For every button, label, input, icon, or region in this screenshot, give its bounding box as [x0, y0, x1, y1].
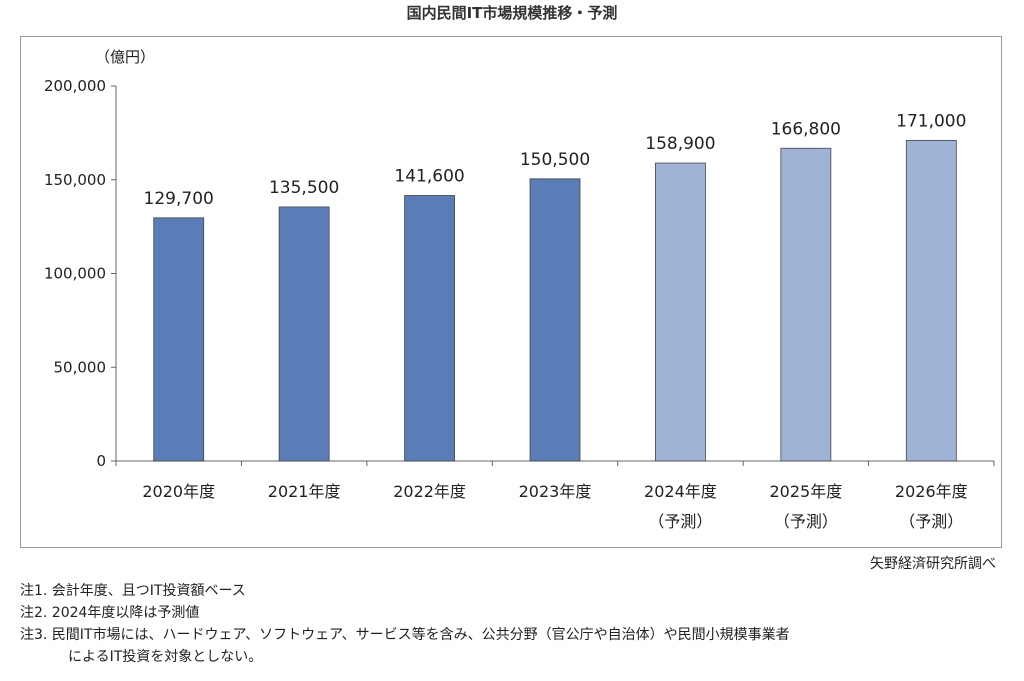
bar [905, 139, 957, 462]
x-tick-label: 2021年度 [268, 482, 341, 501]
bar [153, 217, 205, 462]
data-label: 129,700 [144, 189, 214, 209]
x-tick-sublabel: （予測） [648, 512, 712, 531]
x-tick-sublabel: （予測） [899, 512, 963, 531]
data-label: 141,600 [394, 167, 464, 187]
y-tick-label: 100,000 [44, 265, 106, 283]
data-label: 150,500 [520, 150, 590, 170]
chart-frame [20, 36, 1002, 548]
bar-chart: （億円） 0 50,000 100,000 150,000 200,000 129,700 2… [44, 48, 995, 531]
bar [278, 206, 330, 462]
source-credit: 矢野経済研究所調べ [870, 556, 996, 572]
x-tick-label: 2026年度 [895, 482, 968, 501]
note-3-continued: によるIT投資を対象としない。 [68, 649, 263, 665]
x-tick-label: 2022年度 [393, 482, 466, 501]
y-tick-label: 50,000 [54, 358, 107, 376]
y-tick-label: 200,000 [44, 77, 106, 95]
x-tick-sublabel: （予測） [774, 512, 838, 531]
x-tick-label: 2020年度 [142, 482, 215, 501]
y-tick-label: 150,000 [44, 171, 106, 189]
data-label: 166,800 [771, 119, 841, 139]
x-tick-label: 2024年度 [644, 482, 717, 501]
bar [529, 178, 581, 462]
notes: 注1. 会計年度、且つIT投資額ベース 注2. 2024年度以降は予測値 注3.… [20, 580, 790, 668]
note-3: 注3. 民間IT市場には、ハードウェア、ソフトウェア、サービス等を含み、公共分野… [20, 627, 790, 643]
y-tick-label: 0 [96, 452, 106, 470]
x-tick-label: 2023年度 [519, 482, 592, 501]
data-label: 135,500 [269, 178, 339, 198]
data-label: 171,000 [896, 111, 966, 131]
y-unit-label: （億円） [95, 48, 155, 66]
bar [404, 195, 455, 462]
note-2: 注2. 2024年度以降は予測値 [20, 605, 200, 621]
data-label: 158,900 [645, 134, 715, 154]
bar [655, 162, 706, 462]
x-tick-label: 2025年度 [769, 482, 842, 501]
note-1: 注1. 会計年度、且つIT投資額ベース [20, 583, 246, 599]
chart-title: 国内民間IT市場規模推移・予測 [406, 4, 618, 22]
bar [780, 147, 832, 462]
